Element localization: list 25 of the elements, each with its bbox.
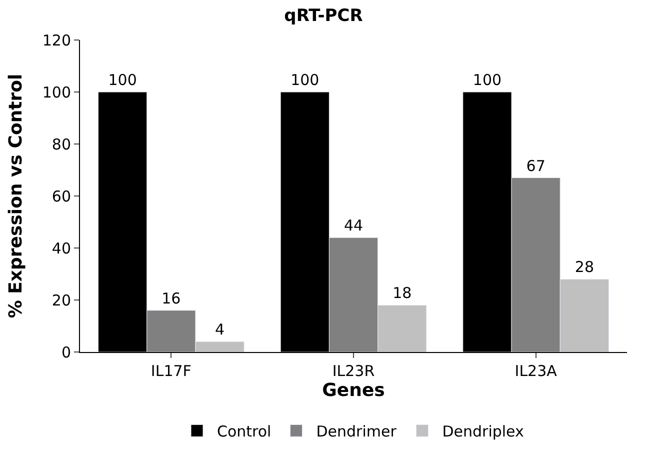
chart-title: qRT-PCR [284, 6, 363, 26]
y-tick-label: 120 [42, 31, 71, 50]
y-tick-label: 100 [42, 83, 71, 102]
legend-label: Dendrimer [316, 422, 398, 440]
x-axis-title: Genes [322, 380, 385, 401]
y-tick-label: 0 [61, 343, 71, 362]
x-tick-label: IL23A [514, 362, 558, 380]
legend-label: Control [217, 422, 272, 440]
y-tick-label: 60 [52, 187, 71, 206]
data-label: 28 [574, 258, 594, 276]
legend-label: Dendriplex [442, 422, 524, 440]
data-label: 67 [526, 156, 546, 175]
data-label: 100 [108, 71, 137, 89]
data-label: 100 [472, 71, 502, 89]
x-tick-label: IL17F [150, 362, 192, 380]
y-tick-label: 20 [52, 291, 71, 310]
data-label: 100 [290, 71, 320, 89]
data-label: 16 [162, 289, 181, 308]
data-label: 18 [392, 284, 412, 302]
data-label: 44 [344, 216, 364, 235]
y-axis-title: % Expression vs Control [6, 74, 27, 318]
x-tick-label: IL23R [332, 362, 375, 380]
data-label: 4 [215, 320, 225, 339]
y-tick-label: 80 [52, 135, 71, 154]
y-tick-label: 40 [52, 239, 71, 258]
